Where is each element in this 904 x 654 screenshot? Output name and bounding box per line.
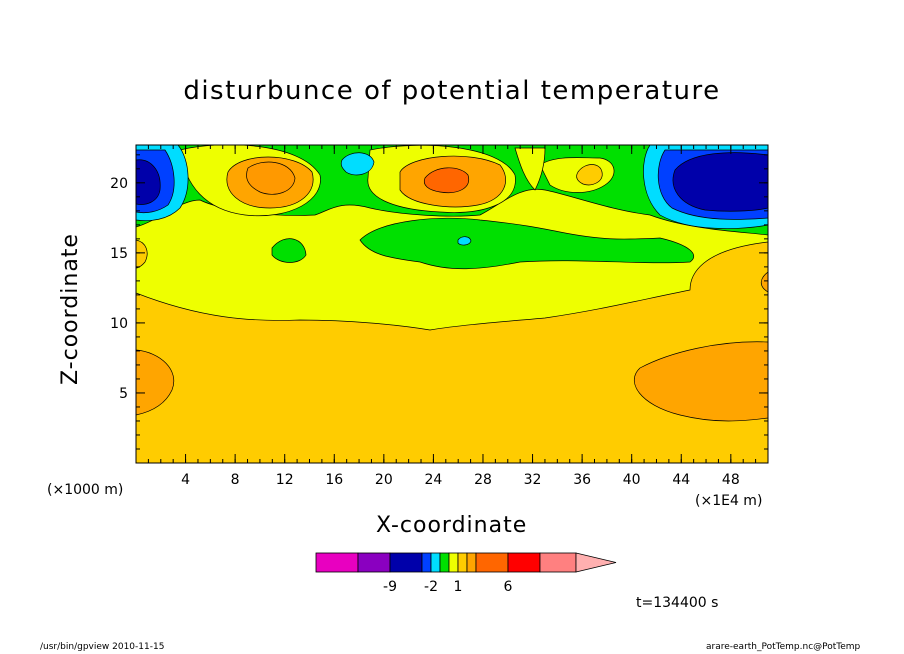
x-tick-label: 24 [424,472,442,488]
x-tick-label: 4 [181,472,190,488]
x-tick-label: 32 [524,472,542,488]
time-label: t=134400 s [636,595,719,611]
region-warm-cell-1-core [246,161,296,195]
colorbar-overflow-arrow [575,552,617,573]
y-tick-label: 15 [110,246,128,262]
region-right-coldest [672,152,768,212]
region-upper-gap-yellow [514,147,546,191]
x-unit-right: (×1E4 m) [695,493,763,509]
y-tick-label: 10 [110,316,128,332]
colorbar-swatch [448,552,459,573]
x-unit-left: (×1000 m) [47,482,124,498]
colorbar-swatch [507,552,541,573]
x-tick-label: 16 [325,472,343,488]
colorbar [315,552,617,573]
colorbar-swatch [457,552,468,573]
colorbar-labels: -9 -2 1 6 [383,579,513,595]
region-left-warm [136,349,175,416]
footer-left: /usr/bin/gpview 2010-11-15 [40,642,165,652]
colorbar-swatch [421,552,432,573]
region-green-bulge [359,217,695,270]
x-tick-label: 8 [231,472,240,488]
colorbar-swatch [315,552,359,573]
region-warm-small-right [576,164,603,186]
region-small-green [271,238,307,263]
region-left-coldest [136,159,161,205]
x-tick-label: 36 [573,472,591,488]
plot-area [136,145,768,463]
x-tick-label: 40 [623,472,641,488]
region-strong-warm-cell [423,167,470,194]
region-cold-dot [457,236,472,246]
footer-right: arare-earth_PotTemp.nc@PotTemp [706,642,861,652]
y-tick-label: 20 [110,176,128,192]
colorbar-swatch [357,552,391,573]
x-tick-label: 20 [375,472,393,488]
colorbar-tick-label: -9 [383,579,397,595]
colorbar-tick-label: 1 [454,579,463,595]
colorbar-tick-label: -2 [424,579,438,595]
chart-title: disturbunce of potential temperature [183,76,721,106]
colorbar-swatch [430,552,441,573]
x-axis-label: X-coordinate [376,513,528,538]
colorbar-swatch [466,552,477,573]
colorbar-swatch [389,552,423,573]
colorbar-swatch [475,552,509,573]
colorbar-swatch [439,552,450,573]
x-tick-label: 48 [722,472,740,488]
x-tick-label: 28 [474,472,492,488]
x-tick-label: 44 [672,472,690,488]
plot-frame [135,144,769,464]
y-tick-label: 5 [119,386,128,402]
region-right-warm [634,341,768,422]
axis-ticks [135,145,769,464]
y-axis-label: Z-coordinate [58,233,83,385]
x-tick-label: 12 [276,472,294,488]
region-cold-small-top [340,152,375,176]
colorbar-tick-label: 6 [504,579,513,595]
colorbar-swatch [539,552,577,573]
